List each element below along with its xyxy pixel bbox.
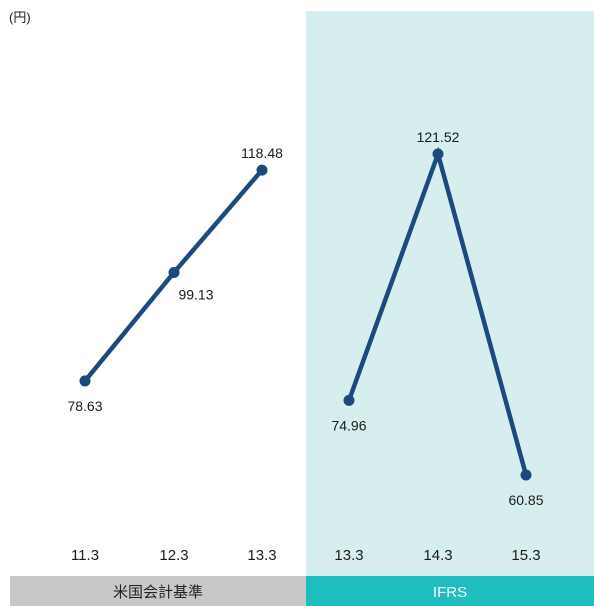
x-tick-label: 11.3: [71, 547, 99, 564]
x-tick-label: 14.3: [423, 547, 452, 564]
x-tick-label: 15.3: [511, 547, 540, 564]
y-unit-label: (円): [9, 10, 31, 25]
ifrs-highlight-region: [306, 11, 594, 576]
data-point: [256, 164, 268, 176]
data-label: 78.63: [67, 398, 102, 414]
x-tick-label: 12.3: [159, 547, 188, 564]
data-label: 118.48: [241, 145, 283, 161]
data-label: 99.13: [178, 286, 213, 302]
segment-band-label: IFRS: [433, 584, 467, 601]
data-point: [520, 469, 532, 481]
data-point: [343, 394, 355, 406]
data-point: [168, 266, 180, 278]
data-point: [79, 375, 91, 387]
data-label: 74.96: [331, 417, 366, 433]
data-label: 60.85: [508, 492, 543, 508]
x-tick-label: 13.3: [334, 547, 363, 564]
data-point: [432, 148, 444, 160]
segment-band-label: 米国会計基準: [113, 584, 203, 601]
x-tick-label: 13.3: [247, 547, 276, 564]
segment-band: [306, 576, 594, 606]
data-label: 121.52: [417, 129, 460, 145]
segment-band: [10, 576, 306, 606]
